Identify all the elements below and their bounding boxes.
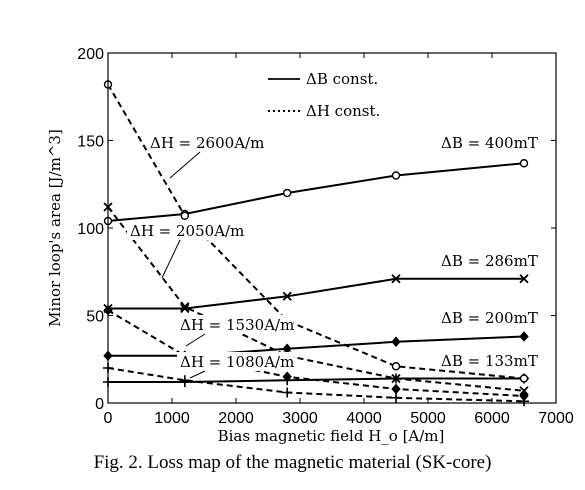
series-label-6: ΔH = 1530A/m — [180, 316, 294, 334]
series-label-bg-5 — [127, 221, 244, 240]
y-tick-label-4: 200 — [77, 46, 104, 63]
series-0-point-3 — [391, 171, 401, 180]
figure-caption: Fig. 2. Loss map of the magnetic materia… — [93, 452, 492, 473]
series-1-point-4 — [519, 274, 529, 284]
series-label-4: ΔH = 2600A/m — [150, 134, 264, 152]
label-pointer-3 — [189, 370, 206, 379]
series-0-point-2 — [283, 188, 292, 198]
x-tick-label-0: 0 — [104, 410, 113, 427]
series-7-point-3 — [391, 392, 401, 403]
series-6-point-2 — [282, 371, 292, 383]
x-tick-label-3: 3000 — [282, 410, 318, 427]
series-label-0: ΔB = 400mT — [441, 134, 538, 152]
label-pointer-0 — [169, 151, 201, 179]
plot-frame — [107, 52, 557, 404]
series-1-point-2 — [282, 291, 292, 301]
series-line-1 — [108, 277, 524, 310]
series-label-5: ΔH = 2050A/m — [130, 222, 244, 240]
series-0-point-4 — [519, 159, 529, 168]
series-label-3: ΔB = 133mT — [441, 352, 538, 370]
x-tick-label-1: 1000 — [154, 410, 190, 427]
series-1-point-3 — [391, 274, 401, 284]
loss-map-chart: 0 1000 2000 3000 4000 5000 6000 7000 0 50 100 150 20… — [46, 46, 574, 445]
series-labels: ΔB = 400mT ΔB = 286mT ΔB = 200mT ΔB = 133mT… — [127, 133, 538, 379]
y-axis-title: Minor loop's area [J/m^3] — [46, 129, 64, 327]
x-tick-label-2: 2000 — [218, 410, 254, 427]
series-2-point-4 — [519, 331, 529, 342]
legend: ΔB const. ΔH const. — [268, 70, 380, 120]
x-tick-label-7: 7000 — [538, 410, 574, 427]
series-4-point-4 — [519, 374, 529, 383]
x-tick-label-4: 4000 — [346, 410, 382, 427]
series-4-point-1 — [180, 211, 190, 220]
series-7-point-2 — [282, 387, 293, 398]
series-label-2: ΔB = 200mT — [441, 309, 538, 327]
y-tick-label-2: 100 — [77, 221, 104, 238]
label-pointer-1 — [161, 239, 181, 279]
y-tick-label-3: 150 — [77, 134, 104, 151]
label-pointer-2 — [185, 333, 206, 347]
legend-entry-0: ΔB const. — [306, 70, 378, 88]
y-tick-label-0: 0 — [95, 396, 104, 413]
series-label-bg-7 — [177, 352, 294, 371]
series-4-point-3 — [391, 362, 401, 371]
legend-entry-1: ΔH const. — [306, 102, 380, 120]
series-label-bg-4 — [147, 133, 264, 152]
series-line-5 — [107, 206, 525, 392]
series-line-4 — [107, 83, 525, 380]
x-axis-title: Bias magnetic field H_o [A/m] — [218, 427, 445, 445]
series-5-point-1 — [180, 302, 190, 312]
series-label-7: ΔH = 1080A/m — [180, 353, 294, 371]
x-tick-label-5: 5000 — [410, 410, 446, 427]
x-tick-label-6: 6000 — [474, 410, 510, 427]
series-7-point-1 — [179, 375, 190, 386]
series-2-point-3 — [391, 336, 401, 348]
axis-ticks: 0 1000 2000 3000 4000 5000 6000 7000 0 50 100 150 20… — [77, 46, 574, 427]
series-label-bg-6 — [177, 315, 294, 334]
series-5-point-3 — [391, 373, 401, 384]
series-6-point-3 — [391, 383, 401, 395]
series-1-point-1 — [180, 303, 190, 314]
y-tick-label-1: 50 — [86, 309, 104, 326]
series-label-1: ΔB = 286mT — [441, 252, 538, 270]
series-7-point-4 — [519, 396, 529, 407]
